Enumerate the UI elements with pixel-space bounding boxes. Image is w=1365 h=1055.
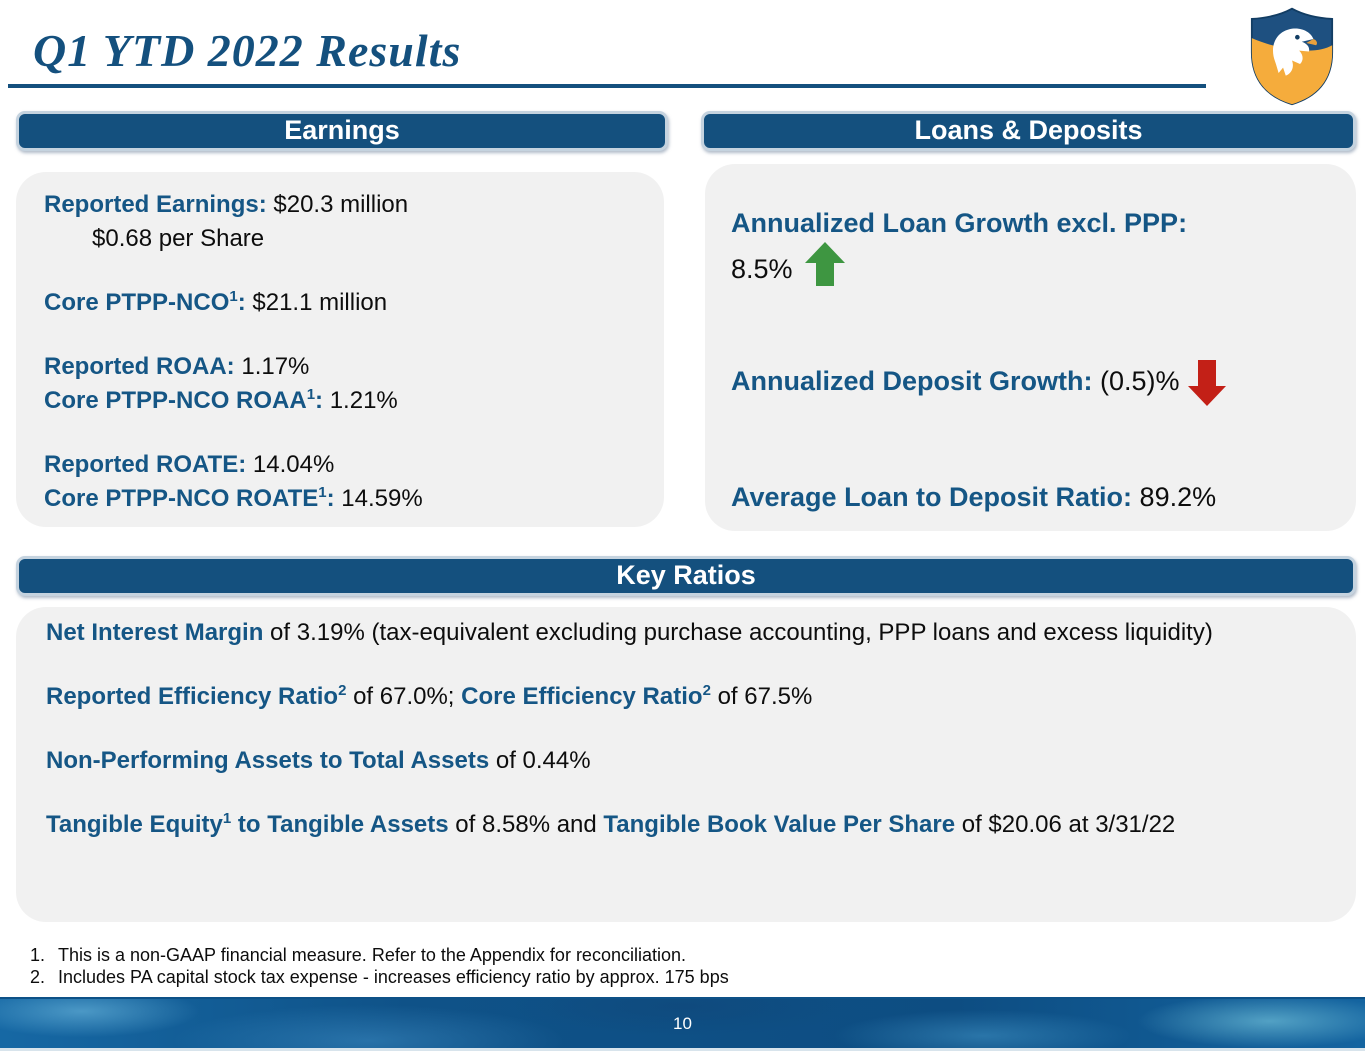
footnote-1-text: This is a non-GAAP financial measure. Re… [58,945,686,965]
loan-growth-value-line: 8.5% [731,242,1330,288]
core-roate-line: Core PTPP-NCO ROATE1: 14.59% [44,484,423,512]
reported-efficiency-footnote-ref: 2 [338,682,347,699]
net-interest-margin-value: of 3.19% (tax-equivalent excluding purch… [263,619,1213,646]
earnings-section-header: Earnings [16,111,668,151]
reported-efficiency-ratio-value: of 67.0%; [346,683,462,710]
reported-efficiency-ratio-label: Reported Efficiency Ratio [46,683,339,710]
core-roaa-label: Core PTPP-NCO ROAA [44,387,307,414]
reported-earnings-group: Reported Earnings: $20.3 million $0.68 p… [44,188,636,256]
core-roaa-footnote-ref: 1 [306,386,316,403]
down-arrow-icon [1187,360,1226,406]
loans-deposits-section-header: Loans & Deposits [701,111,1356,151]
roate-group: Reported ROATE: 14.04% Core PTPP-NCO ROA… [44,448,636,516]
footnote-1-number: 1. [30,945,46,965]
reported-earnings-label: Reported Earnings: [44,191,267,218]
core-ptpp-nco-label: Core PTPP-NCO [44,289,230,316]
core-efficiency-ratio-label: Core Efficiency Ratio [461,683,703,710]
page-title: Q1 YTD 2022 Results [33,25,462,76]
tangible-equity-line: Tangible Equity1 to Tangible Assets of 8… [46,808,1326,842]
deposit-growth-item: Annualized Deposit Growth: (0.5)% [731,360,1330,406]
net-interest-margin-label: Net Interest Margin [46,619,264,646]
core-efficiency-ratio-value: of 67.5% [710,683,813,710]
footnote-2: 2. Includes PA capital stock tax expense … [30,966,729,988]
tangible-book-value-label: Tangible Book Value Per Share [603,811,956,838]
loan-growth-value: 8.5% [731,254,793,284]
loans-deposits-panel: Annualized Loan Growth excl. PPP: 8.5% A… [705,164,1356,531]
footer-bottom-strip [0,1048,1365,1051]
reported-roaa-line: Reported ROAA: 1.17% [44,350,636,384]
earnings-per-share-line: $0.68 per Share [92,225,265,252]
non-performing-assets-line: Non-Performing Assets to Total Assets of… [46,744,1326,778]
reported-roaa-label: Reported ROAA: [44,353,235,380]
reported-roaa-value: 1.17% [234,353,310,380]
footnote-2-text: Includes PA capital stock tax expense - … [58,967,729,987]
up-arrow-icon [804,242,845,286]
roaa-group: Reported ROAA: 1.17% Core PTPP-NCO ROAA1… [44,350,636,418]
tangible-assets-label: to Tangible Assets [231,811,449,838]
key-ratios-panel: Net Interest Margin of 3.19% (tax-equiva… [16,607,1356,922]
deposit-growth-value: (0.5)% [1092,366,1180,396]
reported-roate-value: 14.04% [246,451,335,478]
reported-roate-line: Reported ROATE: 14.04% [44,448,636,482]
page-number: 10 [673,1014,692,1033]
eagle-shield-logo-icon [1250,7,1334,106]
core-ptpp-nco-line: Core PTPP-NCO1: $21.1 million [44,288,388,316]
efficiency-ratio-line: Reported Efficiency Ratio2 of 67.0%; Cor… [46,680,1326,714]
core-ptpp-nco-value: $21.1 million [245,289,388,316]
title-underline [8,84,1206,88]
reported-earnings-value: $20.3 million [266,191,409,218]
tangible-equity-value: of 8.58% and [448,811,604,838]
loan-to-deposit-value: 89.2% [1132,482,1217,512]
deposit-growth-label: Annualized Deposit Growth: [731,366,1093,396]
tangible-equity-footnote-ref: 1 [222,810,232,827]
core-ptpp-nco-group: Core PTPP-NCO1: $21.1 million [44,286,636,320]
core-roaa-value: 1.21% [323,387,398,414]
footnote-2-number: 2. [30,967,46,987]
core-roate-value: 14.59% [334,485,423,512]
core-roate-footnote-ref: 1 [318,484,327,501]
loan-to-deposit-label: Average Loan to Deposit Ratio: [731,482,1133,512]
footnote-1: 1. This is a non-GAAP financial measure. … [30,944,729,966]
earnings-header-label: Earnings [284,115,400,145]
earnings-panel: Reported Earnings: $20.3 million $0.68 p… [16,172,664,527]
footer-band: 10 [0,997,1365,1048]
key-ratios-header-label: Key Ratios [616,560,756,590]
non-performing-assets-label: Non-Performing Assets to Total Assets [46,747,490,774]
net-interest-margin-line: Net Interest Margin of 3.19% (tax-equiva… [46,616,1326,650]
footnotes: 1. This is a non-GAAP financial measure. … [30,944,729,988]
core-roate-label: Core PTPP-NCO ROATE [44,485,319,512]
key-ratios-section-header: Key Ratios [16,556,1356,596]
tangible-equity-label: Tangible Equity [46,811,223,838]
core-roaa-line: Core PTPP-NCO ROAA1: 1.21% [44,386,398,414]
reported-earnings-line: Reported Earnings: $20.3 million [44,188,636,222]
tangible-book-value-value: of $20.06 at 3/31/22 [955,811,1176,838]
core-efficiency-footnote-ref: 2 [702,682,711,699]
loan-to-deposit-item: Average Loan to Deposit Ratio: 89.2% [731,478,1330,516]
reported-roate-label: Reported ROATE: [44,451,247,478]
non-performing-assets-value: of 0.44% [489,747,591,774]
loans-deposits-header-label: Loans & Deposits [914,115,1143,145]
loan-growth-label: Annualized Loan Growth excl. PPP: [731,208,1188,238]
core-ptpp-nco-footnote-ref: 1 [229,288,238,305]
loan-growth-item: Annualized Loan Growth excl. PPP: 8.5% [731,204,1330,288]
